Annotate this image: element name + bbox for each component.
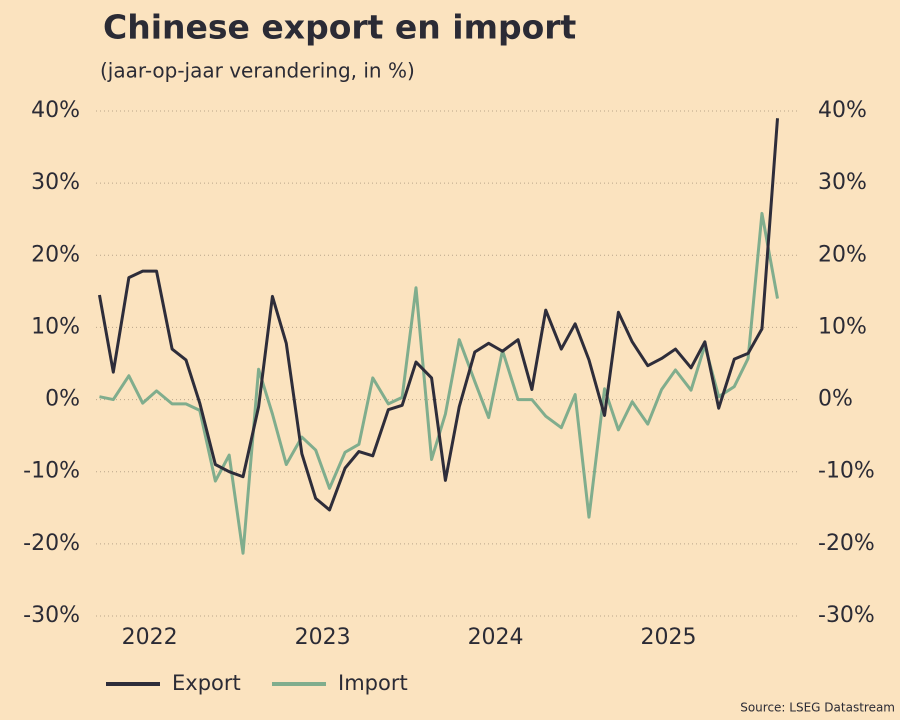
y-tick-label: 20% — [31, 242, 80, 267]
y2-tick-label: -10% — [818, 459, 875, 484]
legend-label: Export — [172, 671, 241, 695]
series-line — [99, 211, 779, 555]
y-tick-label: 0% — [45, 387, 80, 412]
x-tick-label: 2023 — [295, 625, 351, 650]
y2-tick-label: 20% — [818, 242, 867, 267]
chart-title: Chinese export en import — [103, 8, 577, 47]
y-tick-label: -20% — [23, 531, 80, 556]
y2-tick-label: -20% — [818, 531, 875, 556]
chart-subtitle: (jaar-op-jaar verandering, in %) — [100, 59, 415, 83]
y2-tick-label: 30% — [818, 170, 867, 195]
y-tick-label: 30% — [31, 170, 80, 195]
source: Source: LSEG Datastream — [740, 701, 895, 715]
y2-tick-label: 40% — [818, 98, 867, 123]
y-tick-label: -10% — [23, 459, 80, 484]
y-tick-label: -30% — [23, 603, 80, 628]
x-tick-label: 2022 — [122, 625, 178, 650]
x-tick-label: 2025 — [641, 625, 697, 650]
series-line — [97, 118, 780, 512]
y2-tick-label: -30% — [818, 603, 875, 628]
x-tick-label: 2024 — [468, 625, 524, 650]
y2-tick-label: 0% — [818, 387, 853, 412]
y-tick-label: 10% — [31, 314, 80, 339]
y2-tick-label: 10% — [818, 314, 867, 339]
y-tick-label: 40% — [31, 98, 80, 123]
legend-label: Import — [338, 671, 408, 695]
